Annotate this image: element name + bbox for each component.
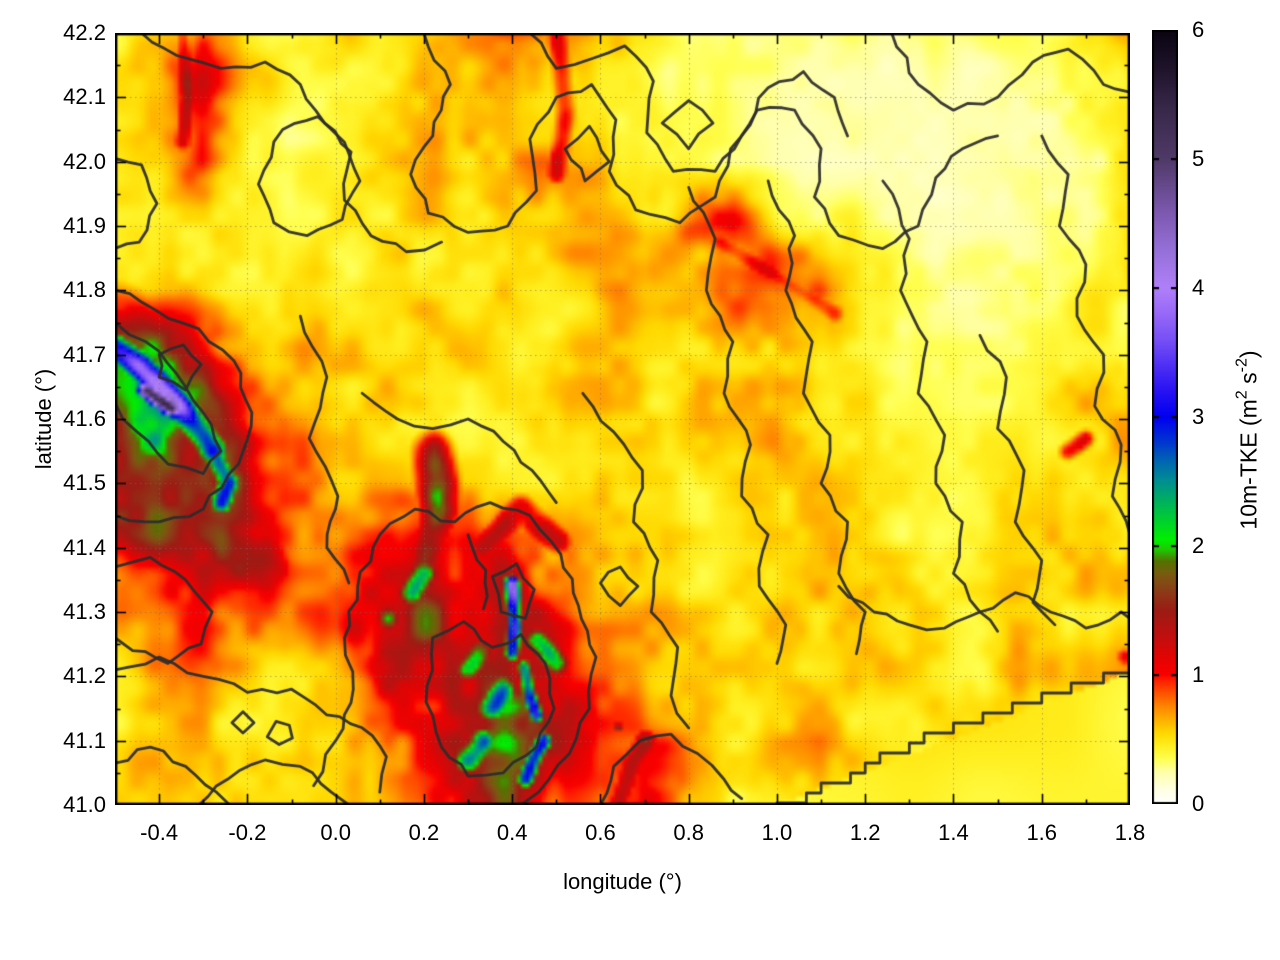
colorbar-title-mid: s [1235, 372, 1262, 391]
x-tick-label: -0.4 [140, 820, 179, 845]
colorbar-canvas [1152, 30, 1178, 804]
colorbar-tick-label: 6 [1192, 17, 1205, 42]
x-axis-title: longitude (°) [563, 869, 682, 894]
colorbar-title-sup2: -2 [1232, 358, 1251, 373]
y-tick-label: 41.0 [63, 792, 106, 817]
colorbar-title-sup1: 2 [1232, 390, 1251, 400]
y-axis-title: latitude (°) [31, 368, 56, 470]
x-tick-label: 0.0 [320, 820, 351, 845]
y-tick-label: 42.2 [63, 20, 106, 45]
x-tick-label: 1.2 [849, 820, 881, 845]
y-tick-label: 42.0 [63, 148, 106, 174]
colorbar-tick-label: 0 [1192, 791, 1205, 816]
colorbar-tick-label: 2 [1192, 533, 1205, 558]
x-tick-label: 0.4 [496, 820, 528, 845]
y-tick-label: 42.1 [63, 84, 106, 110]
y-tick-label: 41.5 [63, 470, 106, 496]
y-tick-label: 41.1 [63, 727, 106, 753]
y-tick-label: 41.8 [63, 277, 106, 303]
y-tick-label: 41.4 [63, 534, 106, 560]
colorbar-title-pre: 10m-TKE (m [1235, 399, 1262, 530]
x-tick-label: 1.8 [1114, 820, 1146, 845]
x-tick-label: 0.6 [585, 820, 616, 845]
y-tick-label: 41.3 [63, 599, 106, 624]
tke-heatmap-canvas [115, 33, 1130, 805]
x-tick-label: 1.6 [1026, 820, 1058, 845]
colorbar-title: 10m-TKE (m2 s-2) [1232, 350, 1263, 530]
x-tick-label: -0.2 [228, 820, 267, 845]
y-tick-label: 41.2 [63, 663, 106, 689]
colorbar-tick-label: 3 [1192, 404, 1205, 429]
y-tick-label: 41.7 [63, 341, 106, 367]
x-tick-label: 0.2 [408, 820, 440, 845]
colorbar-tick-label: 5 [1192, 146, 1205, 171]
x-tick-label: 1.0 [761, 820, 793, 845]
x-tick-label: 0.8 [673, 820, 704, 845]
x-tick-label: 1.4 [938, 820, 969, 845]
colorbar-tick-label: 4 [1192, 275, 1205, 300]
y-tick-label: 41.6 [63, 406, 106, 431]
y-tick-label: 41.9 [63, 213, 106, 238]
colorbar-tick-label: 1 [1192, 662, 1205, 687]
